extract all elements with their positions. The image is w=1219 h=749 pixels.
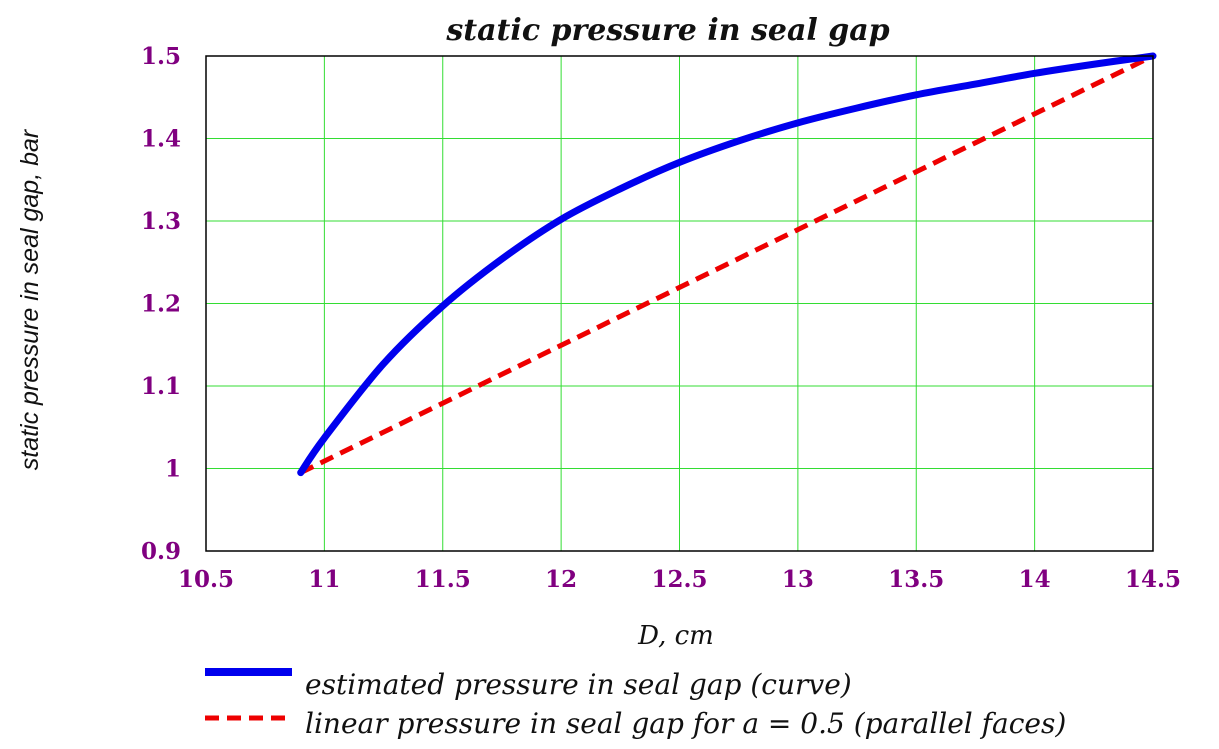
x-tick-label: 12.5	[651, 566, 707, 593]
x-tick-labels: 10.5 11 11.5 12 12.5 13 13.5 14 14.5	[178, 566, 1181, 593]
y-tick-label: 1.2	[141, 291, 181, 318]
legend: estimated pressure in seal gap (curve) l…	[205, 668, 1066, 740]
x-tick-label: 14	[1019, 566, 1051, 593]
x-tick-label: 13	[782, 566, 814, 593]
legend-label-curve: estimated pressure in seal gap (curve)	[305, 668, 852, 701]
plot-frame	[205, 55, 1154, 552]
x-axis-label: D, cm	[637, 621, 714, 651]
x-tick-label: 12	[545, 566, 577, 593]
series-line-linear	[299, 53, 1155, 475]
grid-lines	[205, 55, 1154, 552]
y-tick-label: 1.5	[141, 43, 181, 70]
y-tick-label: 0.9	[141, 538, 181, 565]
x-tick-label: 10.5	[178, 566, 234, 593]
y-tick-label: 1.1	[141, 373, 181, 400]
y-tick-label: 1.4	[141, 126, 181, 153]
x-tick-label: 11	[308, 566, 340, 593]
x-tick-label: 11.5	[415, 566, 471, 593]
y-tick-label: 1.3	[141, 208, 181, 235]
legend-label-linear: linear pressure in seal gap for a = 0.5 …	[305, 707, 1066, 740]
series-line-curve	[297, 52, 1157, 477]
chart-title: static pressure in seal gap	[445, 13, 889, 48]
y-axis-label: static pressure in seal gap, bar	[16, 128, 44, 470]
x-tick-label: 14.5	[1125, 566, 1181, 593]
series-lines	[297, 52, 1157, 477]
y-tick-labels: 0.9 1 1.1 1.2 1.3 1.4 1.5	[141, 43, 181, 565]
x-tick-label: 13.5	[888, 566, 944, 593]
y-tick-label: 1	[165, 456, 181, 483]
